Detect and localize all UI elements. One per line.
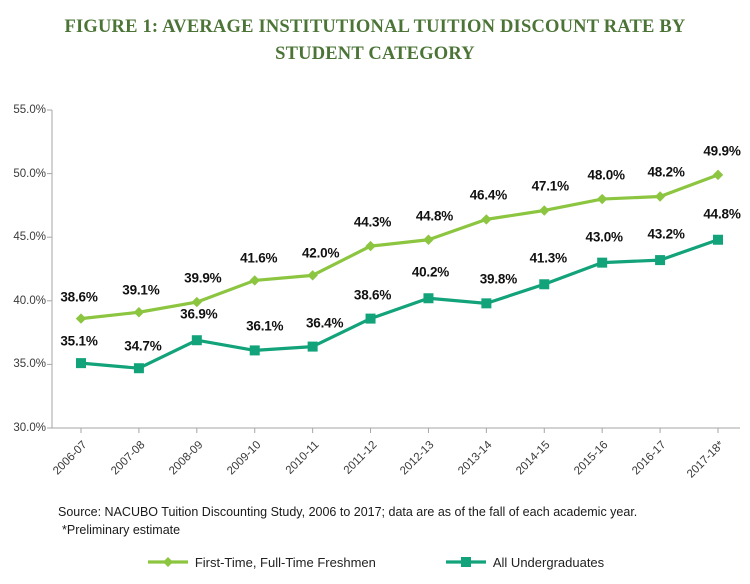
series-marker xyxy=(307,270,318,281)
data-point-label: 36.1% xyxy=(246,318,284,334)
series-marker xyxy=(133,363,144,374)
series-marker xyxy=(481,298,492,309)
legend-item-freshmen[interactable]: First-Time, Full-Time Freshmen xyxy=(146,555,376,570)
series-marker xyxy=(539,205,550,216)
data-point-label: 48.2% xyxy=(647,164,685,180)
series-marker xyxy=(597,257,608,268)
x-axis-tick-label: 2015-16 xyxy=(572,439,611,478)
chart-legend: First-Time, Full-Time Freshmen All Underg… xyxy=(0,548,750,576)
data-point-label: 38.6% xyxy=(353,287,392,303)
source-note-line-2: *Preliminary estimate xyxy=(62,523,181,537)
legend-item-undergraduates[interactable]: All Undergraduates xyxy=(444,555,604,570)
data-point-label: 35.1% xyxy=(60,333,98,349)
source-note-line-1: Source: NACUBO Tuition Discounting Study… xyxy=(58,505,638,519)
series-marker xyxy=(191,296,203,308)
data-point-label: 43.0% xyxy=(585,229,623,245)
legend-marker xyxy=(162,557,173,567)
y-axis-tick-labels: 30.0% 35.0% 40.0% 45.0% 50.0% 55.0% xyxy=(0,0,46,584)
x-axis-tick-label: 2014-15 xyxy=(514,439,553,478)
series-marker xyxy=(539,279,550,290)
y-axis-tick-label: 30.0% xyxy=(13,422,46,434)
legend-diamond-marker-icon xyxy=(147,557,188,567)
data-point-label: 36.9% xyxy=(180,306,218,322)
y-axis-tick-label: 35.0% xyxy=(13,358,46,371)
legend-label: All Undergraduates xyxy=(492,554,605,570)
series-marker xyxy=(654,191,666,202)
y-axis-tick-label: 55.0% xyxy=(13,104,46,116)
series-undergraduates xyxy=(76,234,723,374)
data-point-label: 49.9% xyxy=(703,143,741,159)
series-marker xyxy=(133,307,145,318)
series-marker xyxy=(75,313,87,324)
series-marker xyxy=(655,255,666,266)
series-marker xyxy=(249,275,260,286)
data-point-label: 34.7% xyxy=(124,338,162,354)
legend-marker xyxy=(460,557,471,567)
series-marker xyxy=(712,169,724,181)
data-point-label: 42.0% xyxy=(301,245,340,261)
series-marker xyxy=(191,335,202,346)
chart-title: FIGURE 1: AVERAGE INSTITUTIONAL TUITION … xyxy=(64,17,686,64)
x-axis-tick-label: 2011-12 xyxy=(341,439,380,477)
x-axis-tick-label: 2006-07 xyxy=(51,439,90,478)
data-point-label: 40.2% xyxy=(411,264,450,280)
data-point-label: 38.6% xyxy=(60,289,98,305)
y-axis-tick-label: 50.0% xyxy=(13,167,46,180)
y-axis-tick-label: 40.0% xyxy=(13,294,46,307)
x-axis-tick-label: 2016-17 xyxy=(630,439,669,478)
x-axis-tick-label: 2007-08 xyxy=(109,439,148,478)
data-point-label: 44.8% xyxy=(703,206,741,222)
series-line xyxy=(79,173,720,321)
x-axis-tick-label: 2010-11 xyxy=(283,439,322,477)
series-marker xyxy=(307,341,318,352)
series-line xyxy=(79,238,720,370)
data-point-label: 39.8% xyxy=(479,271,517,287)
data-point-label: 44.3% xyxy=(353,214,392,230)
series-marker xyxy=(596,193,608,205)
data-point-label: 43.2% xyxy=(647,226,685,242)
x-axis-tick-label: 2017-18* xyxy=(684,439,727,481)
x-axis-tick-label: 2009-10 xyxy=(224,439,264,478)
legend-square-marker-icon xyxy=(445,557,486,567)
series-freshmen xyxy=(75,169,724,324)
series-marker xyxy=(423,293,434,304)
data-point-label: 48.0% xyxy=(587,167,625,183)
x-axis-tick-label: 2013-14 xyxy=(456,439,495,478)
series-marker xyxy=(249,345,260,356)
data-point-label: 39.9% xyxy=(184,270,222,286)
data-point-label: 36.4% xyxy=(305,315,344,331)
data-point-label: 41.6% xyxy=(240,250,278,266)
x-axis-tick-label: 2008-09 xyxy=(166,439,206,478)
data-point-label: 47.1% xyxy=(531,178,569,194)
data-point-label: 39.1% xyxy=(122,282,160,298)
legend-label: First-Time, Full-Time Freshmen xyxy=(194,554,376,570)
series-marker xyxy=(365,313,376,324)
series-marker xyxy=(423,234,434,245)
data-point-label: 44.8% xyxy=(415,208,454,224)
x-axis-tick-label: 2012-13 xyxy=(398,439,437,478)
series-marker xyxy=(76,358,86,369)
series-marker xyxy=(713,234,723,245)
series-marker xyxy=(481,214,492,225)
data-point-label: 41.3% xyxy=(529,250,567,266)
series-marker xyxy=(365,240,376,252)
y-axis-tick-label: 45.0% xyxy=(13,231,46,244)
data-point-label: 46.4% xyxy=(469,187,507,203)
